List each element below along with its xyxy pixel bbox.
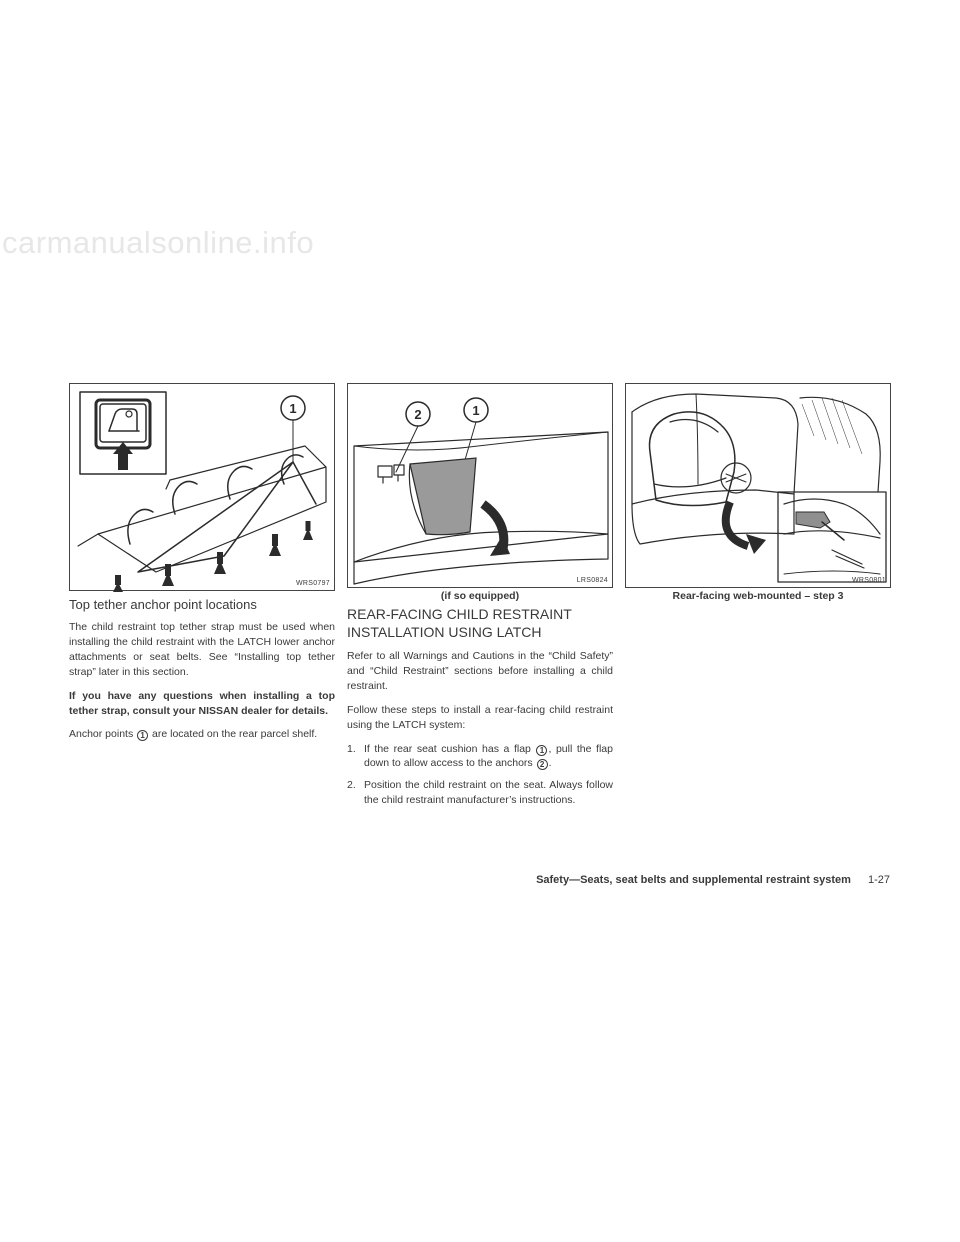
page-number: 1-27 xyxy=(868,874,890,886)
callout-circle-1: 1 xyxy=(137,730,148,741)
text-fragment: . xyxy=(549,757,552,769)
list-item: 1. If the rear seat cushion has a flap 1… xyxy=(347,742,613,772)
step-text: Position the child restraint on the seat… xyxy=(364,778,613,808)
paragraph: Refer to all Warnings and Cautions in th… xyxy=(347,649,613,694)
figure-code: LRS0824 xyxy=(577,577,608,584)
figure-seat-flap: 2 1 xyxy=(347,383,613,588)
subheading-tether-locations: Top tether anchor point locations xyxy=(69,597,335,612)
figure-rear-facing-step3: WRS0801 xyxy=(625,383,891,588)
paragraph: Anchor points 1 are located on the rear … xyxy=(69,727,335,742)
text-fragment: Anchor points xyxy=(69,728,136,740)
svg-text:1: 1 xyxy=(472,403,479,418)
step-number: 2. xyxy=(347,778,364,808)
paragraph: The child restraint top tether strap mus… xyxy=(69,620,335,680)
section-heading-rear-facing-latch: REAR-FACING CHILD RESTRAINT INSTALLATION… xyxy=(347,606,613,641)
step-number: 1. xyxy=(347,742,364,772)
column-2: 2 1 xyxy=(347,383,613,815)
figure-code: WRS0801 xyxy=(852,577,886,584)
paragraph: Follow these steps to install a rear-fac… xyxy=(347,703,613,733)
figure-caption: Rear-facing web-mounted – step 3 xyxy=(625,590,891,602)
column-3: WRS0801 Rear-facing web-mounted – step 3 xyxy=(625,383,891,815)
paragraph-bold: If you have any questions when installin… xyxy=(69,689,335,719)
figure-code: WRS0797 xyxy=(296,580,330,587)
three-column-layout: 1 xyxy=(69,383,891,815)
list-item: 2. Position the child restraint on the s… xyxy=(347,778,613,808)
manual-page: 1 xyxy=(0,0,960,1242)
column-1: 1 xyxy=(69,383,335,815)
footer-section-title: Safety—Seats, seat belts and supplementa… xyxy=(536,874,851,886)
figure-tether-anchors: 1 xyxy=(69,383,335,591)
step-text: If the rear seat cushion has a flap 1, p… xyxy=(364,742,613,772)
text-fragment: If the rear seat cushion has a flap xyxy=(364,743,535,755)
page-footer: Safety—Seats, seat belts and supplementa… xyxy=(536,874,890,886)
text-fragment: are located on the rear parcel shelf. xyxy=(149,728,317,740)
callout-circle-1: 1 xyxy=(536,745,547,756)
svg-text:2: 2 xyxy=(414,407,421,422)
figure-caption: (if so equipped) xyxy=(347,590,613,602)
svg-text:1: 1 xyxy=(289,401,296,416)
install-steps-list: 1. If the rear seat cushion has a flap 1… xyxy=(347,742,613,809)
callout-circle-2: 2 xyxy=(537,759,548,770)
